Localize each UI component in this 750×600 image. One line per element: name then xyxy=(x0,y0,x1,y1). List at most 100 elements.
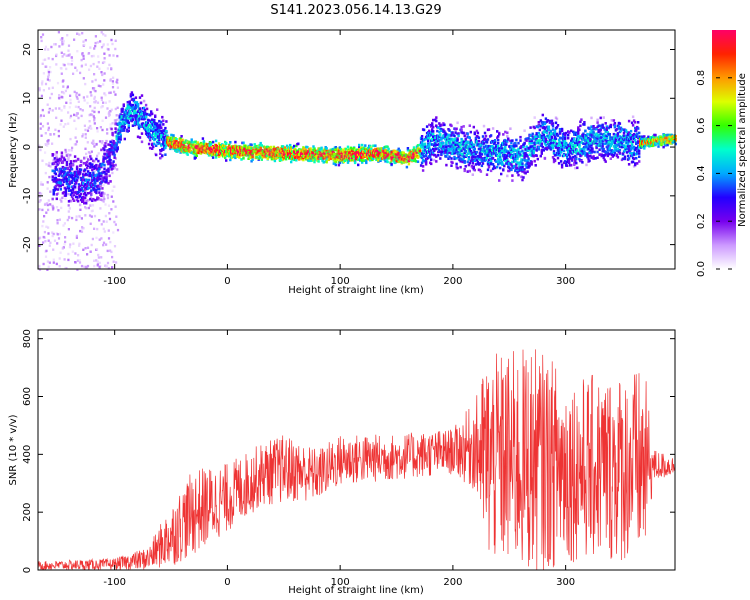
spectrogram-cell xyxy=(526,155,529,158)
spectrogram-cell xyxy=(53,133,56,136)
spectrogram-cell xyxy=(93,227,96,230)
spectrogram-cell xyxy=(100,165,103,169)
spectrogram-cell xyxy=(70,191,74,195)
spectrogram-cell xyxy=(162,140,165,143)
spectrogram-cell xyxy=(107,194,110,197)
spectrogram-cell xyxy=(450,157,453,160)
spectrogram-cell xyxy=(412,159,416,163)
spectrogram-cell xyxy=(512,154,515,158)
spectrogram-cell xyxy=(131,118,135,121)
spectrogram-cell xyxy=(86,166,89,170)
spectrogram-cell xyxy=(469,159,472,163)
spectrogram-cell xyxy=(47,208,50,212)
spectrogram-cell xyxy=(73,113,76,117)
spectrogram-cell xyxy=(55,193,58,196)
spectrogram-cell xyxy=(269,145,273,149)
spectrogram-cell xyxy=(416,156,420,159)
spectrogram-cell xyxy=(429,153,432,156)
spectrogram-cell xyxy=(385,158,388,162)
spectrogram-cell xyxy=(51,234,54,238)
spectrogram-cell xyxy=(121,120,124,124)
spectrogram-cell xyxy=(109,249,112,252)
spectrogram-cell xyxy=(103,192,106,196)
spectrogram-cell xyxy=(69,243,72,246)
spectrogram-cell xyxy=(362,156,365,159)
spectrogram-cell xyxy=(64,197,67,200)
spectrogram-cell xyxy=(89,124,92,128)
spectrogram-cell xyxy=(61,91,64,94)
spectrogram-cell xyxy=(91,109,94,113)
figure-title: S141.2023.056.14.13.G29 xyxy=(270,3,441,18)
spectrogram-cell xyxy=(143,112,147,115)
spectrogram-cell xyxy=(47,226,50,229)
spectrogram-cell xyxy=(54,43,57,46)
spectrogram-cell xyxy=(54,165,57,169)
spectrogram-cell xyxy=(512,156,515,160)
spectrogram-cell xyxy=(451,131,454,135)
spectrogram-cell xyxy=(60,119,63,122)
spectrogram-cell xyxy=(421,165,425,168)
spectrogram-cell xyxy=(519,150,522,154)
spectrogram-cell xyxy=(523,154,526,158)
spectrogram-cell xyxy=(506,174,509,178)
spectrogram-cell xyxy=(519,153,522,157)
spectrogram-cell xyxy=(83,180,86,184)
spectrogram-cell xyxy=(123,137,126,141)
spectrogram-cell xyxy=(105,179,108,182)
spectrogram-cell xyxy=(97,159,100,163)
spectrogram-cell xyxy=(295,144,298,148)
spectrogram-cell xyxy=(42,58,45,62)
spectrogram-cell xyxy=(49,96,52,100)
spectrogram-cell xyxy=(110,67,113,70)
spectrogram-cell xyxy=(105,172,108,176)
spectrogram-cell xyxy=(355,156,359,159)
spectrogram-cell xyxy=(68,182,72,185)
spectrogram-cell xyxy=(64,194,68,197)
spectrogram-cell xyxy=(45,225,48,228)
spectrogram-cell xyxy=(98,167,101,171)
spectrogram-cell xyxy=(474,136,478,140)
spectrogram-cell xyxy=(436,129,439,133)
spectrogram-cell xyxy=(47,75,50,78)
spectrogram-cell xyxy=(107,204,111,207)
spectrogram-cell xyxy=(144,115,148,119)
spectrogram-cell xyxy=(83,43,86,47)
spectrogram-cell xyxy=(58,178,61,182)
spectrogram-cell xyxy=(289,151,292,155)
spectrogram-cell xyxy=(68,106,71,109)
spectrogram-cell xyxy=(496,165,499,169)
spectrogram-cell xyxy=(194,152,197,155)
spectrogram-cell xyxy=(39,122,42,125)
spectrogram-cell xyxy=(357,163,360,167)
spectrogram-cell xyxy=(226,154,229,158)
spectrogram-cell xyxy=(93,187,96,190)
spectrogram-cell xyxy=(154,121,157,125)
spectrogram-cell xyxy=(54,128,57,131)
spectrogram-cell xyxy=(79,159,83,163)
spectrogram-cell xyxy=(108,91,111,95)
spectrogram-cell xyxy=(67,252,70,256)
spectrogram-cell xyxy=(509,127,512,130)
spectrogram-cell xyxy=(421,158,425,162)
spectrogram-cell xyxy=(78,244,81,247)
spectrogram-cell xyxy=(94,44,97,48)
spectrogram-cell xyxy=(463,134,466,138)
spectrogram-cell xyxy=(190,138,193,141)
spectrogram-cell xyxy=(460,137,463,141)
spectrogram-cell xyxy=(238,156,241,159)
spectrogram-cell xyxy=(397,147,400,151)
spectrogram-cell xyxy=(516,157,519,161)
spectrogram-cell xyxy=(112,54,115,57)
spectrogram-cell xyxy=(361,159,364,162)
spectrogram-cell xyxy=(55,156,58,160)
spectrogram-cell xyxy=(432,125,435,129)
spectrogram-cell xyxy=(39,114,43,117)
spectrogram-cell xyxy=(513,148,516,152)
spectrogram-cell xyxy=(100,184,103,187)
spectrogram-cell xyxy=(485,150,489,153)
spectrogram-cell xyxy=(178,148,181,152)
spectrogram-cell xyxy=(82,248,85,251)
spectrogram-cell xyxy=(112,140,115,143)
spectrogram-cell xyxy=(38,195,41,198)
spectrogram-cell xyxy=(67,204,70,207)
